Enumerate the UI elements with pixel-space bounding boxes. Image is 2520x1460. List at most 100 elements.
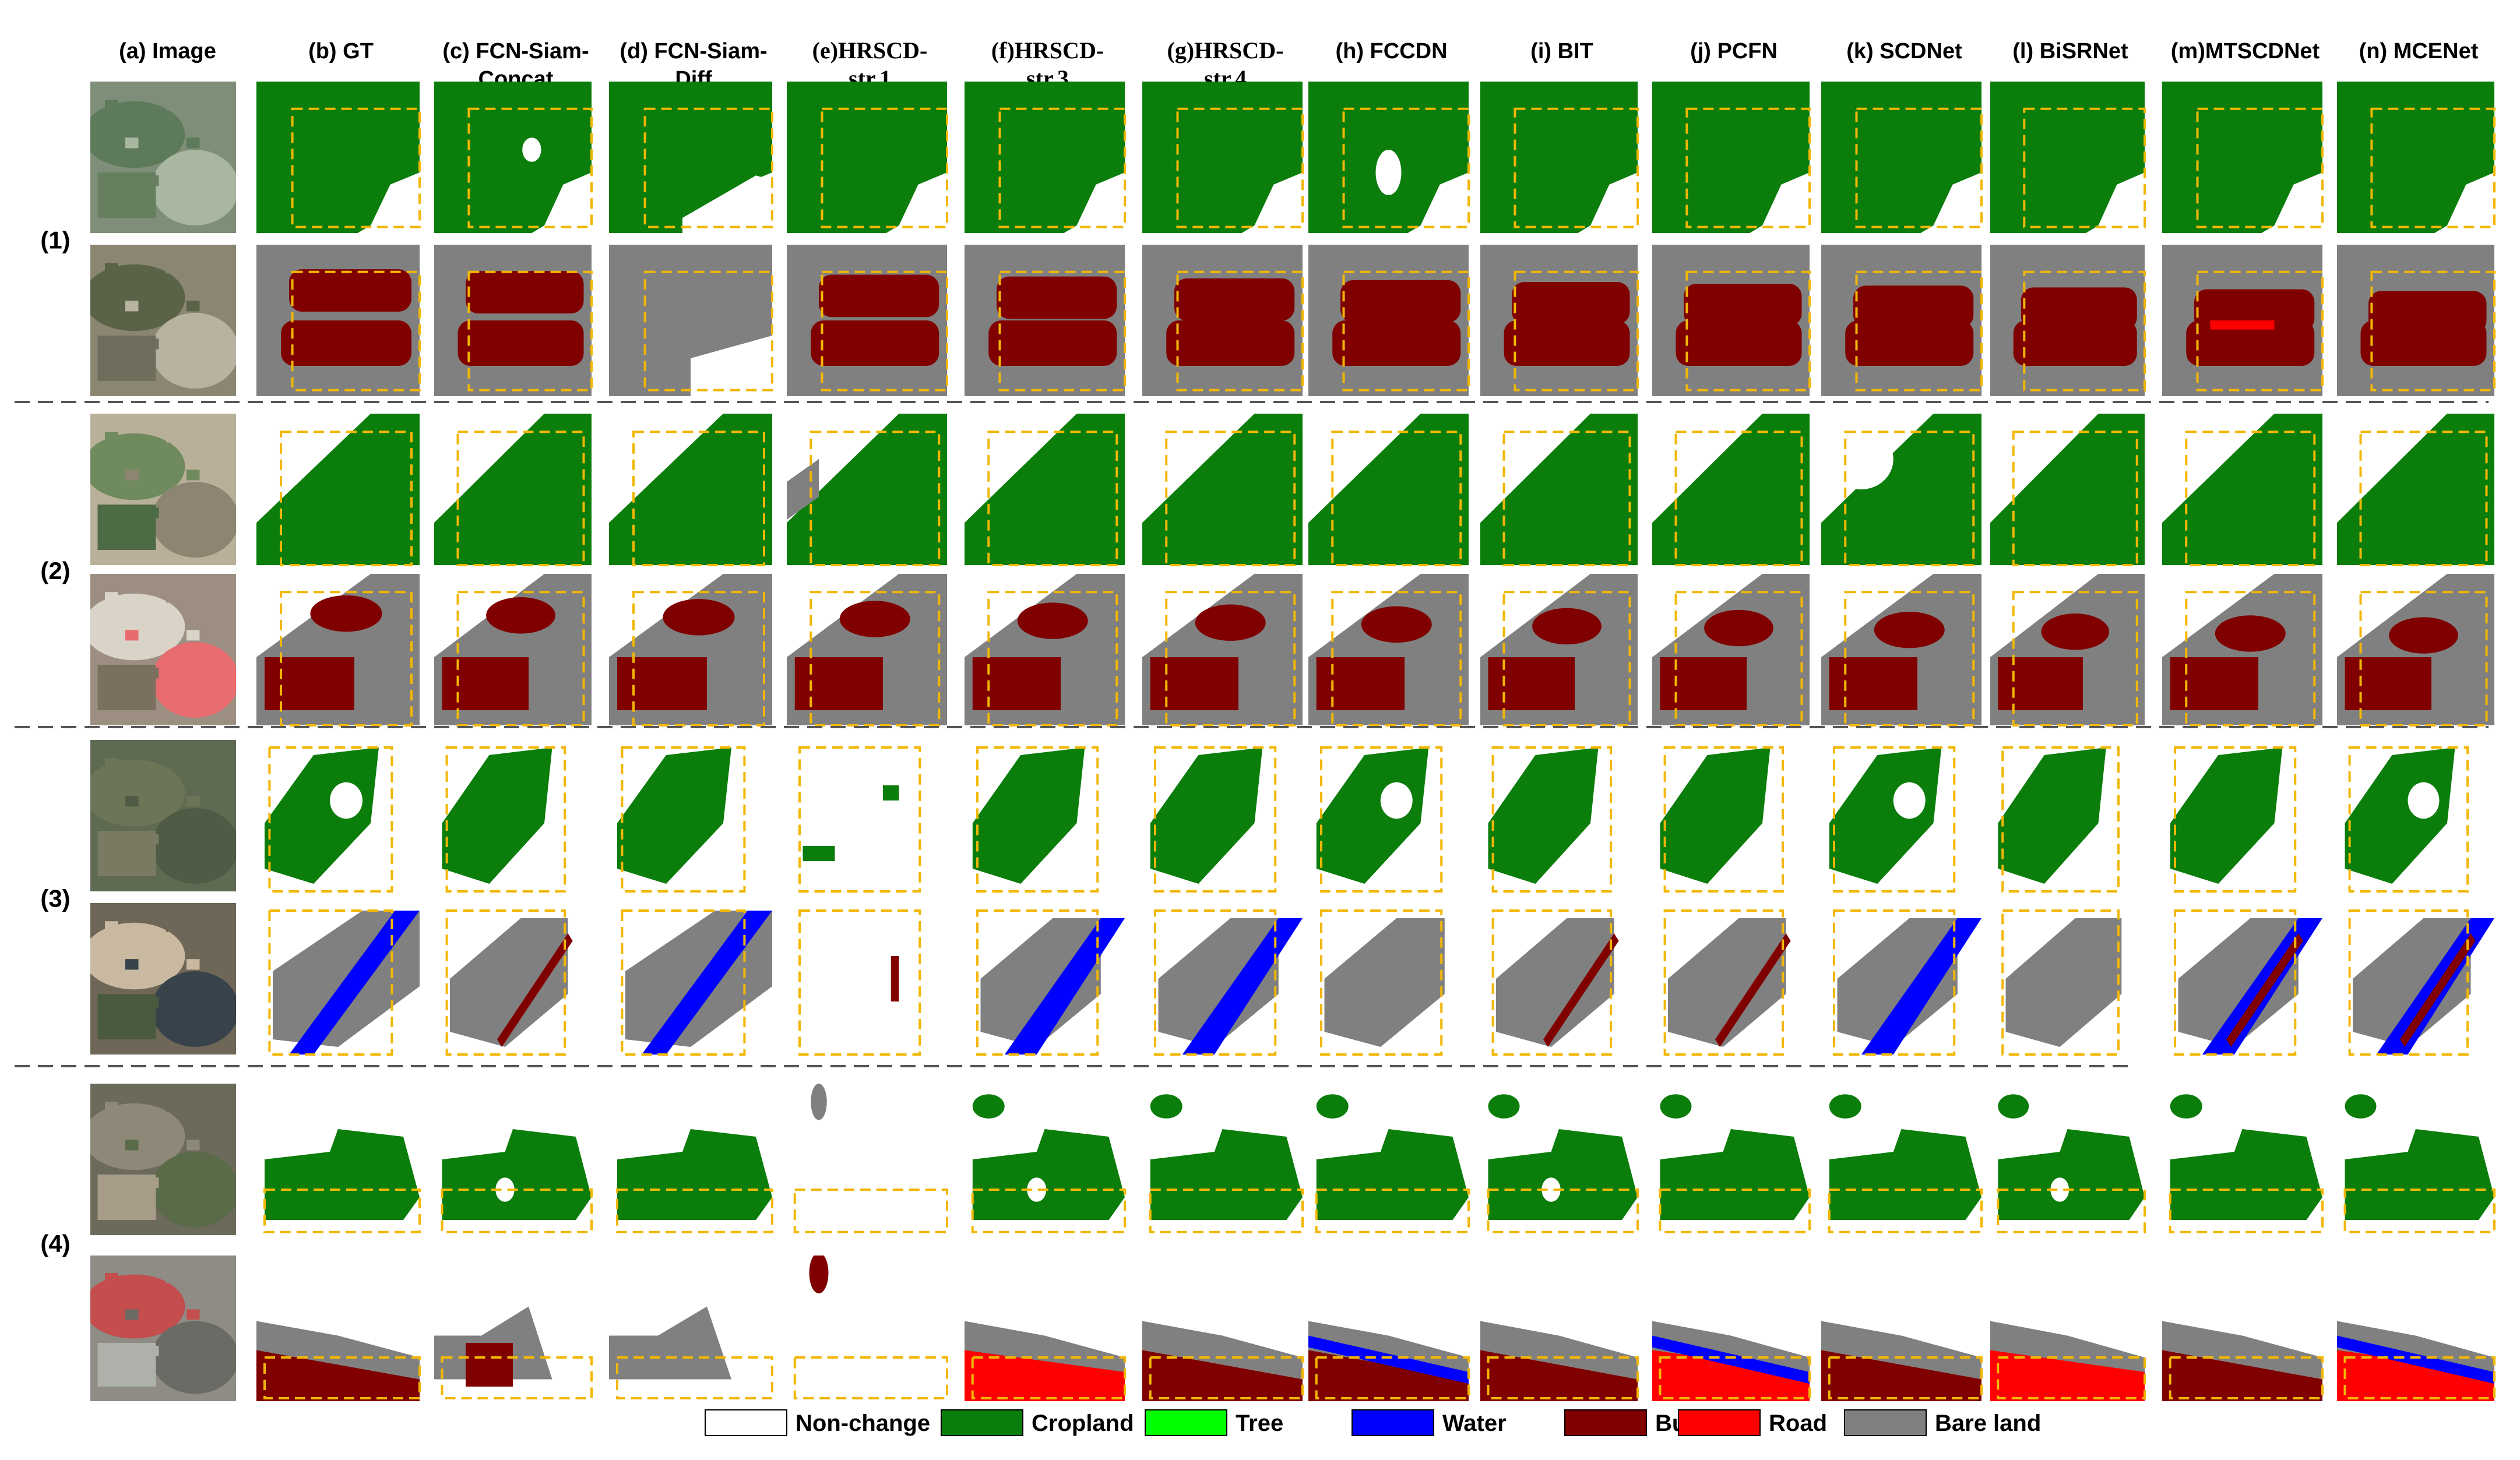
column-header-h: (h) FCCDN [1335,39,1447,64]
segmentation-panel [798,909,921,1056]
roi-box [798,909,921,1056]
segmentation-panel [2162,574,2322,727]
column-header-gt: (b) GT [308,39,374,64]
roi-box [1176,107,1304,228]
column-header-n: (n) MCENet [2359,39,2479,64]
column-header-e: (e)HRSCD- [812,37,928,64]
roi-box [2196,270,2324,392]
roi-box [1176,270,1304,392]
roi-box [2348,746,2469,893]
segmentation-panel [1142,574,1303,727]
segmentation-panel [1821,574,1981,727]
roi-box [2001,746,2120,893]
segmentation-panel [1487,1094,1639,1233]
roi-box [1315,1356,1470,1399]
group-labels: (1) (2) (3) (4) [40,227,70,1258]
roi-box [2023,270,2146,392]
segmentation-panel [256,1321,421,1401]
legend-label: Water [1442,1410,1507,1436]
segmentation-panel [1652,574,1810,727]
segmentation-panel [256,414,420,567]
roi-box [793,1189,948,1233]
segmentation-panel [971,1094,1126,1233]
segmentation-panel [256,574,420,727]
roi-box [793,1356,948,1399]
segmentation-panel [1142,414,1303,567]
segmentation-panel [263,1129,421,1233]
roi-box [643,270,773,392]
segmentation-panel [787,574,947,727]
segmentation-panel [2337,245,2496,396]
roi-box [1487,1189,1639,1233]
image-panel [90,1256,236,1401]
roi-box [971,1189,1126,1233]
segmentation-panel [1315,1094,1470,1233]
column-header-j: (j) PCFN [1690,39,1778,64]
roi-box [2012,591,2138,727]
segmentation-panel [1821,82,1983,233]
column-header-f: (f)HRSCD- [991,37,1104,64]
segmentation-panel [1652,1321,1811,1401]
roi-box [821,270,948,392]
legend-label: Non-change [796,1410,930,1436]
segmentation-panel [1652,82,1811,233]
segmentation-panel [965,1321,1126,1401]
roi-box [1828,1356,1983,1399]
roi-box [971,1356,1126,1399]
roi-box [1997,1189,2146,1233]
segmentation-panel [2001,909,2122,1056]
segmentation-panel [1652,245,1811,396]
segmentation-panel [787,245,948,396]
segmentation-panel [1308,245,1470,396]
roi-box [1663,909,1785,1056]
legend-label: Tree [1236,1410,1283,1436]
roi-box [2001,909,2120,1056]
segmentation-panel [1488,746,1613,893]
legend-label: Cropland [1032,1410,1134,1436]
segmentation-panel [1821,245,1983,396]
segmentation-panel [445,909,573,1056]
roi-box [291,107,421,228]
segmentation-panel [1828,1094,1983,1233]
segmentation-panel [1990,245,2146,396]
segmentation-panel [965,574,1125,727]
image-panel [90,82,236,233]
roi-box [2169,1356,2324,1399]
segmentation-panel [1663,909,1791,1056]
legend-swatch [1844,1409,1927,1436]
roi-box [1342,107,1470,228]
roi-box [280,591,413,727]
roi-box [280,431,413,567]
segmentation-panel [793,1256,948,1399]
image-panel [90,740,236,891]
segmentation-panel [609,82,773,233]
segmentation-panel [1652,414,1810,567]
roi-box [2169,1189,2324,1233]
segmentation-panel [617,746,746,893]
group-label-1: (1) [40,227,70,254]
segmentation-panel [434,414,592,567]
segmentation-panel [2162,82,2324,233]
group-label-4: (4) [40,1230,70,1257]
roi-box [467,270,593,392]
segmentation-panel [1480,1321,1639,1401]
roi-box [1491,909,1613,1056]
roi-box [2012,431,2138,567]
segmentation-panel [1821,1321,1983,1401]
roi-box [1828,1189,1983,1233]
segmentation-panel [434,574,592,727]
roi-box [621,746,746,893]
column-header-g: (g)HRSCD- [1167,37,1284,64]
segmentation-panel [1316,746,1443,893]
column-header-d: (d) FCN-Siam- [620,39,767,64]
segmentation-panel [616,1129,773,1233]
segmentation-panel [1990,574,2145,727]
legend-swatch [1678,1409,1761,1436]
roi-box [1149,1189,1304,1233]
roi-box [1149,1356,1304,1399]
segmentation-panel [1997,1094,2146,1233]
segmentation-panel [621,909,772,1056]
roi-box [998,270,1126,392]
segmentation-panel [434,82,593,233]
